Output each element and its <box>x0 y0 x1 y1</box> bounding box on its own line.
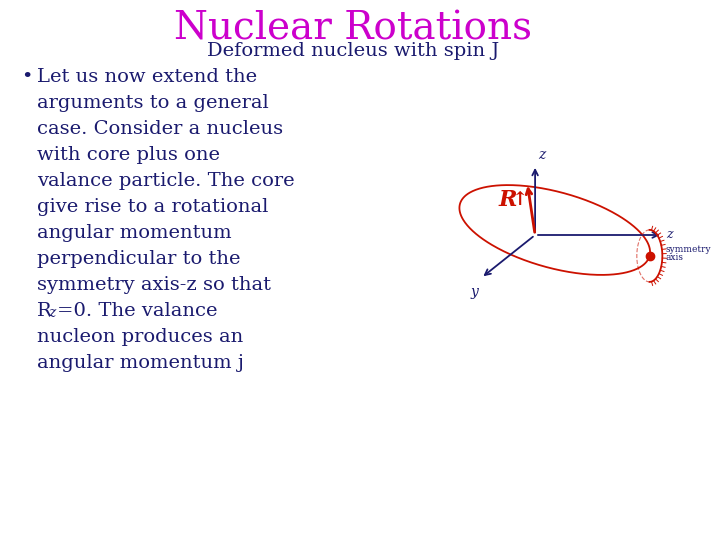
Text: •: • <box>22 68 33 86</box>
Text: y: y <box>470 285 478 299</box>
Text: symmetry axis-z so that: symmetry axis-z so that <box>37 276 271 294</box>
Text: valance particle. The core: valance particle. The core <box>37 172 295 190</box>
Text: with core plus one: with core plus one <box>37 146 220 164</box>
Text: arguments to a general: arguments to a general <box>37 94 269 112</box>
Text: Nuclear Rotations: Nuclear Rotations <box>174 10 533 47</box>
Text: nucleon produces an: nucleon produces an <box>37 328 243 346</box>
Text: Let us now extend the: Let us now extend the <box>37 68 258 86</box>
Text: ↑: ↑ <box>512 191 528 209</box>
Text: case. Consider a nucleus: case. Consider a nucleus <box>37 120 284 138</box>
Text: angular momentum: angular momentum <box>37 224 232 242</box>
Text: R: R <box>37 302 52 320</box>
Text: z: z <box>48 306 55 320</box>
Text: =0. The valance: =0. The valance <box>57 302 217 320</box>
Text: symmetry: symmetry <box>666 245 711 254</box>
Text: R: R <box>498 189 517 211</box>
Text: give rise to a rotational: give rise to a rotational <box>37 198 269 216</box>
Text: axis: axis <box>666 253 684 262</box>
Text: z: z <box>538 148 545 162</box>
Text: perpendicular to the: perpendicular to the <box>37 250 240 268</box>
Text: Deformed nucleus with spin J: Deformed nucleus with spin J <box>207 42 500 60</box>
Text: z: z <box>666 228 672 241</box>
Text: angular momentum j: angular momentum j <box>37 354 244 372</box>
